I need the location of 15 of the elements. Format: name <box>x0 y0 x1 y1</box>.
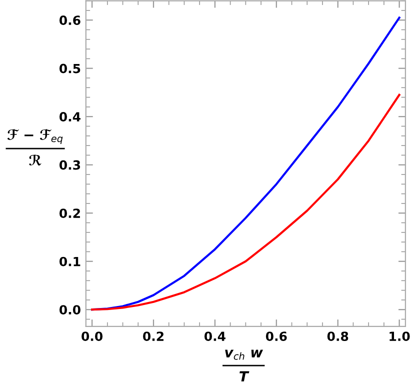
y-tick-label: 0.6 <box>60 16 80 26</box>
x-axis-title: v$_{ch}$ w T <box>225 350 264 382</box>
x-tick-label: 0.4 <box>204 332 226 342</box>
y-tick-label: 0.5 <box>60 64 80 74</box>
y-tick-label: 0.0 <box>60 305 80 315</box>
x-tick-label: 0.2 <box>143 332 164 342</box>
y-tick-label: 0.1 <box>60 256 80 266</box>
y-tick-label: 0.4 <box>60 112 80 122</box>
x-tick-label: 0.0 <box>82 332 103 342</box>
x-tick-label: 1.0 <box>390 332 410 342</box>
line-series <box>91 94 400 311</box>
x-tick-label: 0.8 <box>327 332 348 342</box>
y-tick-label: 0.3 <box>60 160 80 170</box>
y-tick-label: 0.2 <box>60 208 80 218</box>
x-tick-label: 0.6 <box>266 332 287 342</box>
